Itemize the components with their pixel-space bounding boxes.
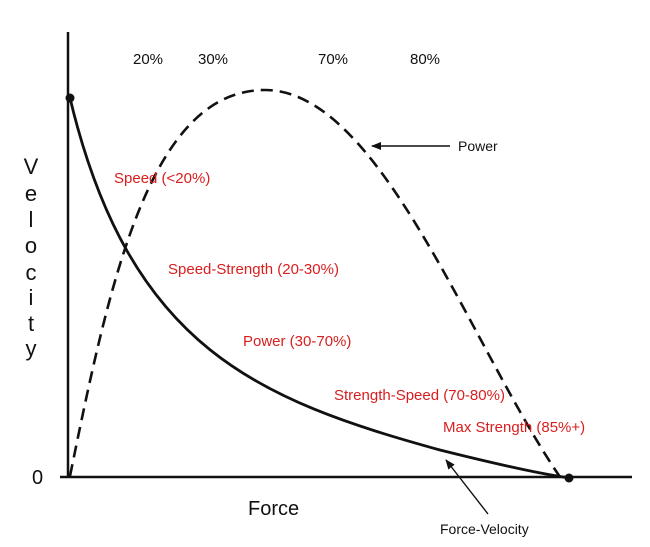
zone-power-label: Power (30-70%): [243, 333, 351, 350]
force-velocity-curve: [68, 97, 571, 480]
zone-strength-speed-label: Strength-Speed (70-80%): [334, 387, 505, 404]
y-title-letter: V: [24, 154, 39, 179]
force-velocity-start-dot: [65, 93, 75, 103]
zone-speed-label: Speed (<20%): [114, 170, 210, 187]
zone-max-strength-label: Max Strength (85%+): [443, 419, 585, 436]
percent-marker-70: 70%: [318, 51, 348, 68]
y-title-letter: y: [26, 336, 37, 361]
y-title-letter: t: [28, 311, 34, 336]
y-title-letter: i: [29, 285, 34, 310]
y-title-letter: l: [29, 207, 34, 232]
percent-marker-20: 20%: [133, 51, 163, 68]
x-axis-title: Force: [248, 498, 299, 520]
force-velocity-curve-label: Force-Velocity: [440, 521, 529, 537]
percent-marker-30: 30%: [198, 51, 228, 68]
zone-speed-strength-label: Speed-Strength (20-30%): [168, 261, 339, 278]
force-velocity-end-dot: [564, 473, 574, 483]
power-curve-label: Power: [458, 138, 498, 154]
y-title-letter: c: [26, 260, 37, 285]
origin-label: 0: [32, 467, 43, 489]
power-curve: [68, 88, 562, 478]
y-title-letter: o: [25, 233, 37, 258]
y-title-letter: e: [25, 181, 37, 206]
force-velocity-arrow: [445, 459, 489, 515]
y-axis-title: V e l o c i t y: [24, 154, 39, 361]
percent-marker-80: 80%: [410, 51, 440, 68]
